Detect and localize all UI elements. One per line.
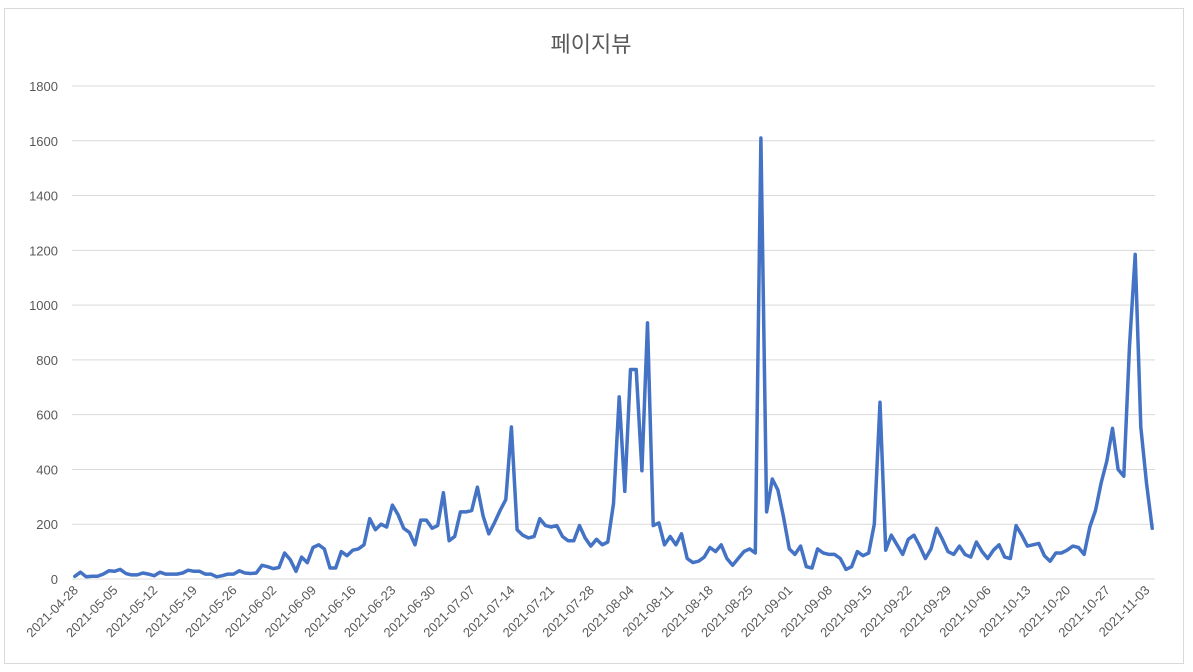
y-axis-ticks: 0 200 400 600 800 1000 1200 1400 1600 1800 bbox=[29, 79, 58, 587]
y-tick-label: 400 bbox=[36, 462, 58, 477]
y-tick-label: 600 bbox=[36, 408, 58, 423]
y-tick-label: 1000 bbox=[29, 298, 58, 313]
y-tick-label: 0 bbox=[51, 572, 58, 587]
y-tick-label: 1400 bbox=[29, 189, 58, 204]
series-layer bbox=[73, 136, 1154, 579]
y-tick-label: 1800 bbox=[29, 79, 58, 94]
gridlines bbox=[72, 85, 1155, 580]
y-tick-label: 1600 bbox=[29, 134, 58, 149]
chart-title: 페이지뷰 bbox=[551, 33, 632, 58]
y-tick-label: 200 bbox=[36, 517, 58, 532]
chart-frame: 페이지뷰 0 200 400 600 800 1000 1200 1400 1600 1800 2… bbox=[4, 8, 1184, 664]
y-tick-label: 1200 bbox=[29, 243, 58, 258]
series-line bbox=[73, 136, 1154, 579]
y-tick-label: 800 bbox=[36, 353, 58, 368]
x-axis-ticks: 2021-04-282021-05-052021-05-122021-05-19… bbox=[23, 583, 1152, 641]
line-chart: 페이지뷰 0 200 400 600 800 1000 1200 1400 1600 1800 2… bbox=[23, 33, 1155, 641]
